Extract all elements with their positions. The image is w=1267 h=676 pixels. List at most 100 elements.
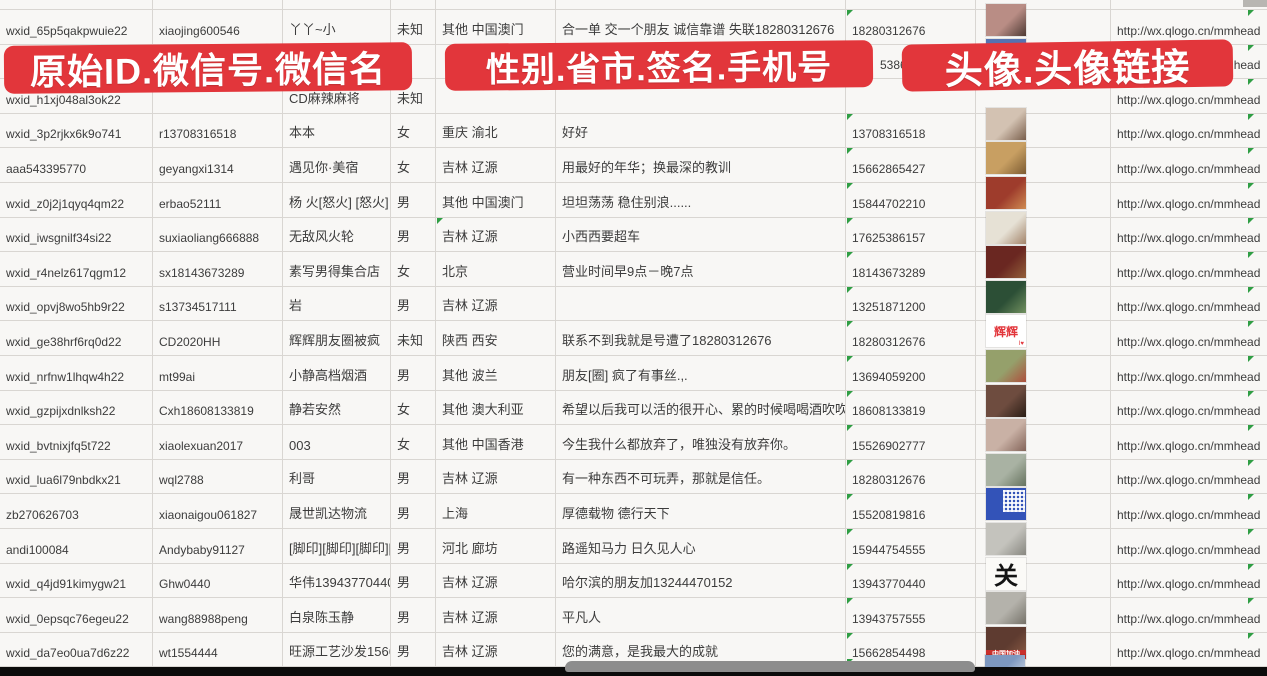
- cell-region[interactable]: 吉林 辽源: [435, 598, 555, 632]
- cell-avatar[interactable]: [975, 419, 1110, 459]
- cell-avatar[interactable]: 中国加油: [975, 626, 1110, 667]
- cell-original-id[interactable]: wxid_r4nelz617qgm12: [6, 265, 127, 280]
- cell-avatar-url[interactable]: http://wx.qlogo.cn/mmhead: [1110, 390, 1267, 425]
- cell-gender[interactable]: 女: [390, 425, 435, 459]
- cell-avatar[interactable]: [975, 176, 1110, 217]
- cell-gender[interactable]: 未知: [390, 79, 435, 113]
- cell-region[interactable]: 其他 澳大利亚: [435, 390, 555, 425]
- cell-wechat-name[interactable]: 利哥: [282, 459, 390, 494]
- cell-original-id[interactable]: wxid_iwsgnilf34si22: [6, 231, 112, 246]
- cell-region[interactable]: 重庆 渝北: [435, 113, 555, 148]
- cell-original-id[interactable]: wxid_ge38hrf6rq0d22: [6, 334, 122, 349]
- cell-avatar-url[interactable]: http://wx.qlogo.cn/mmhead: [1110, 10, 1267, 44]
- cell-phone[interactable]: 15662865427: [845, 148, 975, 182]
- cell-avatar[interactable]: [975, 280, 1110, 321]
- cell-wechat-name[interactable]: 白泉陈玉静: [282, 598, 390, 632]
- cell-gender[interactable]: 男: [390, 528, 435, 563]
- cell-signature[interactable]: 有一种东西不可玩弄，那就是信任。: [555, 459, 845, 494]
- cell-wechat-id[interactable]: suxiaoliang666888: [152, 217, 282, 252]
- cell-region[interactable]: 其他 中国澳门: [435, 182, 555, 217]
- cell-avatar-url[interactable]: http://wx.qlogo.cn/mmhead: [1110, 217, 1267, 252]
- cell-original-id[interactable]: wxid_q4jd91kimygw21: [6, 577, 127, 592]
- cell-phone[interactable]: 13708316518: [845, 113, 975, 148]
- cell-signature[interactable]: 坦坦荡荡 稳住别浪......: [555, 182, 845, 217]
- cell-avatar-url[interactable]: http://wx.qlogo.cn/mmhead: [1110, 79, 1267, 113]
- cell-region[interactable]: 其他 中国澳门: [435, 10, 555, 44]
- cell-signature[interactable]: 您的满意，是我最大的成就: [555, 632, 845, 667]
- cell-signature[interactable]: [555, 286, 845, 321]
- qr-code-avatar-image[interactable]: [986, 488, 1026, 521]
- cell-signature[interactable]: 希望以后我可以活的很开心、累的时候喝喝酒吹吹[: [555, 390, 845, 425]
- cell-phone[interactable]: 15526902777: [845, 425, 975, 459]
- cell-phone[interactable]: 18280312676: [845, 321, 975, 355]
- cell-wechat-id[interactable]: wang88988peng: [152, 598, 282, 632]
- cell-gender[interactable]: 女: [390, 148, 435, 182]
- boy-photo-image[interactable]: [986, 211, 1026, 244]
- calligraphy-guan-avatar-image[interactable]: 关: [986, 557, 1026, 590]
- cell-wechat-name[interactable]: 静若安然: [282, 390, 390, 425]
- cell-phone[interactable]: 13943770440: [845, 563, 975, 598]
- cell-signature[interactable]: 厚德载物 德行天下: [555, 494, 845, 528]
- cell-avatar[interactable]: [975, 592, 1110, 632]
- cell-original-id[interactable]: wxid_da7eo0ua7d6z22: [6, 646, 130, 661]
- cell-avatar-url[interactable]: http://wx.qlogo.cn/mmhead: [1110, 148, 1267, 182]
- cell-region[interactable]: 吉林 辽源: [435, 286, 555, 321]
- cell-gender[interactable]: 女: [390, 390, 435, 425]
- beach-photo-image[interactable]: [986, 522, 1026, 555]
- cell-gender[interactable]: 女: [390, 252, 435, 286]
- cell-avatar[interactable]: [975, 4, 1110, 44]
- cell-region[interactable]: 河北 廊坊: [435, 528, 555, 563]
- cell-wechat-id[interactable]: s13734517111: [152, 286, 282, 321]
- cell-region[interactable]: [435, 0, 555, 9]
- cell-original-id[interactable]: [0, 0, 152, 9]
- china-jiayou-photo-image[interactable]: 中国加油: [986, 626, 1026, 659]
- cell-signature[interactable]: 今生我什么都放弃了，唯独没有放弃你。: [555, 425, 845, 459]
- cell-gender[interactable]: 女: [390, 113, 435, 148]
- cell-signature[interactable]: [555, 0, 845, 9]
- dark-selfie-photo-image[interactable]: [986, 384, 1026, 417]
- cell-region[interactable]: 吉林 辽源: [435, 459, 555, 494]
- cell-phone[interactable]: 18608133819: [845, 390, 975, 425]
- cell-phone[interactable]: 15662854498: [845, 632, 975, 667]
- cell-wechat-name[interactable]: CD麻辣麻将: [282, 79, 390, 113]
- cell-region[interactable]: 其他 波兰: [435, 355, 555, 390]
- cell-region[interactable]: 北京: [435, 252, 555, 286]
- cell-wechat-id[interactable]: geyangxi1314: [152, 148, 282, 182]
- green-sign-photo-image[interactable]: [986, 280, 1026, 313]
- cell-phone[interactable]: 13694059200: [845, 355, 975, 390]
- walking-person-photo-image[interactable]: [986, 592, 1026, 625]
- cell-avatar[interactable]: 辉辉 I♥: [975, 315, 1110, 355]
- cell-wechat-name[interactable]: 晟世凯达物流: [282, 494, 390, 528]
- cell-wechat-id[interactable]: r13708316518: [152, 113, 282, 148]
- cell-avatar-url[interactable]: http://wx.qlogo.cn/mmhead: [1110, 182, 1267, 217]
- cell-avatar[interactable]: [975, 384, 1110, 425]
- woman-sunglasses-photo-image[interactable]: [986, 349, 1026, 382]
- cell-signature[interactable]: 好好: [555, 113, 845, 148]
- cell-original-id[interactable]: wxid_0epsqc76egeu22: [6, 611, 129, 626]
- red-figurines-photo-image[interactable]: [986, 176, 1026, 209]
- cell-original-id[interactable]: wxid_h1xj048al3ok22: [6, 92, 121, 107]
- cell-gender[interactable]: 男: [390, 598, 435, 632]
- cell-wechat-name[interactable]: 无敌风火轮: [282, 217, 390, 252]
- cell-avatar[interactable]: [975, 522, 1110, 563]
- cell-wechat-name[interactable]: 小静高档烟酒: [282, 355, 390, 390]
- cell-region[interactable]: 吉林 辽源: [435, 217, 555, 252]
- cell-wechat-id[interactable]: Cxh18608133819: [152, 390, 282, 425]
- cell-avatar-url[interactable]: [1110, 0, 1267, 9]
- cell-avatar-url[interactable]: http://wx.qlogo.cn/mmhead: [1110, 286, 1267, 321]
- cell-wechat-name[interactable]: [脚印][脚印][脚印][脚印]: [282, 528, 390, 563]
- cell-avatar-url[interactable]: http://wx.qlogo.cn/mmhead: [1110, 321, 1267, 355]
- cell-original-id[interactable]: wxid_opvj8wo5hb9r22: [6, 300, 125, 315]
- cell-avatar[interactable]: [975, 349, 1110, 390]
- cell-wechat-name[interactable]: 杨 火[怒火] [怒火]: [282, 182, 390, 217]
- cell-avatar-url[interactable]: http://wx.qlogo.cn/mmhead: [1110, 632, 1267, 667]
- cell-original-id[interactable]: wxid_gzpijxdnlksh22: [6, 404, 116, 419]
- cell-region[interactable]: 陕西 西安: [435, 321, 555, 355]
- cell-avatar-url[interactable]: http://wx.qlogo.cn/mmhead: [1110, 113, 1267, 148]
- cell-wechat-name[interactable]: 辉辉朋友圈被疯: [282, 321, 390, 355]
- cell-original-id[interactable]: wxid_lua6l79nbdkx21: [6, 473, 121, 488]
- cell-gender[interactable]: [390, 0, 435, 9]
- cell-wechat-name[interactable]: [282, 0, 390, 9]
- cell-signature[interactable]: 合一单 交一个朋友 诚信靠谱 失联18280312676: [555, 10, 845, 44]
- storefront-photo-image[interactable]: [986, 246, 1026, 279]
